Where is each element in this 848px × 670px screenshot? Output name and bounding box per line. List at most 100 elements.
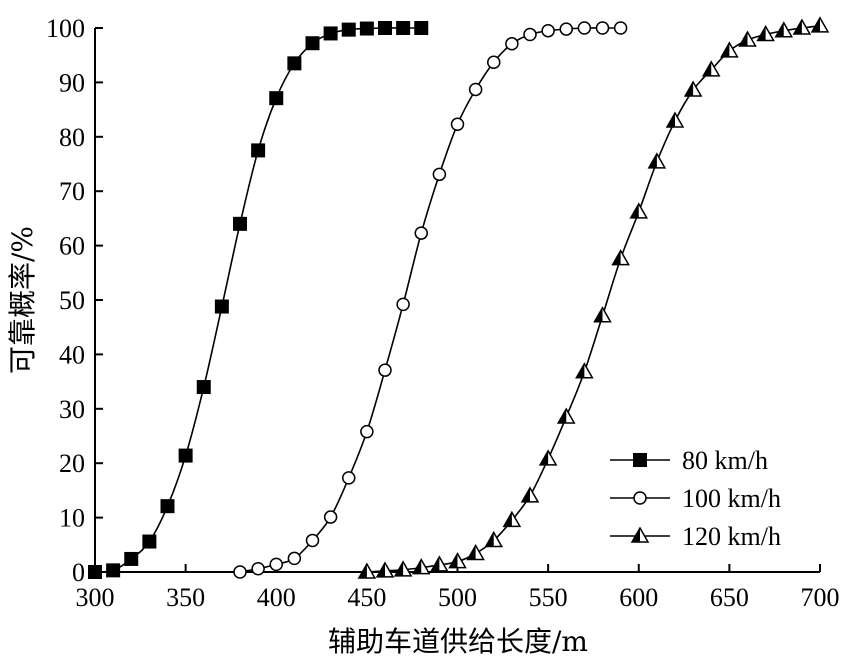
data-point: [214, 299, 229, 314]
data-point: [341, 22, 356, 37]
y-tick-label: 70: [59, 177, 85, 206]
data-point: [487, 55, 501, 70]
data-point: [523, 27, 537, 42]
x-tick-label: 500: [438, 583, 477, 612]
data-point: [468, 82, 483, 97]
y-tick-label: 90: [59, 68, 85, 97]
y-tick-label: 50: [59, 286, 85, 315]
data-point: [323, 26, 338, 41]
y-tick-label: 40: [59, 340, 85, 369]
data-point: [484, 530, 504, 548]
data-point: [774, 21, 794, 38]
data-point: [378, 363, 392, 377]
data-point: [559, 22, 573, 36]
data-point: [233, 565, 247, 579]
data-point: [393, 560, 413, 577]
data-point: [396, 297, 410, 312]
data-point: [359, 21, 374, 36]
data-point: [683, 80, 703, 97]
legend-label: 100 km/h: [682, 484, 781, 513]
data-point: [593, 306, 612, 323]
legend-item: 80 km/h: [610, 446, 768, 475]
series-line: [94, 27, 422, 573]
data-point: [251, 561, 265, 576]
data-point: [124, 551, 139, 566]
data-point: [575, 362, 594, 379]
y-tick-label: 100: [46, 14, 85, 43]
data-point: [810, 16, 830, 33]
data-point: [269, 91, 284, 106]
data-point: [701, 60, 721, 77]
data-point: [541, 23, 555, 38]
legend-item: 100 km/h: [610, 484, 781, 513]
data-point: [611, 249, 630, 266]
data-point: [357, 562, 377, 579]
data-point: [505, 37, 519, 51]
x-tick-label: 400: [257, 583, 296, 612]
legend-marker: [633, 491, 647, 505]
data-point: [233, 216, 247, 231]
x-tick-label: 600: [619, 583, 658, 612]
axes: 300 350 400 450 500 550 600 650 700 0 10 20 30 40 50 60…: [46, 14, 840, 612]
series-3: [357, 16, 830, 579]
data-point: [538, 449, 558, 466]
x-tick-label: 350: [166, 583, 205, 612]
x-tick-label: 700: [801, 583, 840, 612]
data-point: [378, 21, 392, 35]
legend-marker: [633, 453, 647, 467]
data-point: [466, 543, 485, 561]
data-point: [142, 534, 157, 549]
data-point: [360, 424, 374, 439]
data-point: [305, 533, 320, 548]
data-point: [448, 552, 467, 569]
legend-marker: [630, 526, 650, 543]
data-point: [577, 21, 592, 35]
data-point: [450, 117, 465, 132]
data-point: [342, 471, 356, 485]
data-point: [414, 226, 428, 240]
data-point: [430, 555, 449, 572]
x-tick-label: 650: [710, 583, 749, 612]
x-tick-label: 450: [347, 583, 386, 612]
data-point: [520, 486, 540, 503]
data-point: [178, 448, 193, 463]
data-point: [665, 111, 685, 128]
data-point: [556, 407, 576, 424]
data-point: [629, 202, 649, 219]
y-tick-label: 20: [59, 449, 85, 478]
series-layer: [88, 16, 830, 579]
data-point: [106, 563, 121, 578]
x-tick-label: 550: [529, 583, 568, 612]
legend: 80 km/h 100 km/h 120 km/h: [610, 446, 781, 551]
y-tick-label: 80: [59, 123, 85, 152]
data-point: [613, 21, 628, 35]
data-point: [432, 167, 447, 182]
data-point: [502, 510, 522, 528]
data-point: [160, 499, 175, 514]
data-point: [756, 25, 775, 42]
legend-label: 120 km/h: [682, 522, 781, 551]
data-point: [269, 557, 283, 572]
data-point: [375, 561, 395, 578]
legend-label: 80 km/h: [682, 446, 768, 475]
series-line: [239, 27, 621, 573]
data-point: [396, 21, 411, 35]
data-point: [411, 558, 431, 575]
data-point: [792, 18, 812, 35]
y-tick-label: 0: [72, 558, 85, 587]
data-point: [323, 510, 338, 524]
legend-item: 120 km/h: [610, 522, 781, 551]
x-tick-label: 300: [76, 583, 115, 612]
data-point: [738, 30, 757, 47]
data-point: [414, 21, 429, 35]
data-point: [720, 41, 739, 58]
data-point: [305, 36, 320, 51]
data-point: [287, 56, 302, 71]
x-axis-title: 辅助车道供给长度/m: [328, 625, 588, 658]
series-2: [233, 21, 628, 579]
y-tick-label: 60: [59, 232, 85, 261]
data-point: [196, 380, 211, 395]
y-tick-label: 10: [59, 504, 85, 533]
